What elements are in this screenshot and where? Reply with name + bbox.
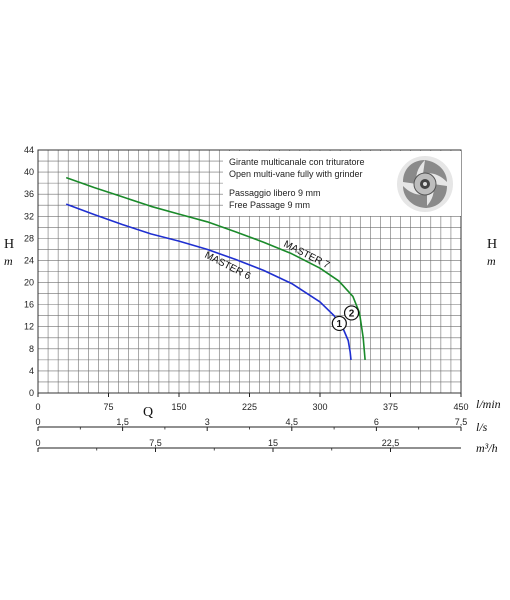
- curve-marker-2: 2: [343, 305, 360, 321]
- x-tick-label: 0: [35, 402, 40, 412]
- x-tick-label: 1,5: [116, 417, 129, 427]
- series-line-master-7: [65, 176, 366, 360]
- y-tick-label: 4: [29, 366, 34, 376]
- y-tick-label: 44: [24, 145, 34, 155]
- curve-marker-label: 1: [337, 319, 343, 330]
- y-axis-label-right: H: [487, 237, 497, 252]
- x-tick-label: 6: [374, 417, 379, 427]
- y-tick-label: 16: [24, 300, 34, 310]
- y-tick-label: 0: [29, 388, 34, 398]
- x-axes: 0 75 150 225 300 375 450 l/min 0 1,5 3 4,5 6 7,5 l/s 0 7…: [35, 393, 501, 455]
- x-axis-2: 0 7,5 15 22,5 m³/h: [35, 438, 497, 455]
- series-label-master-6: MASTER 6: [203, 250, 253, 283]
- y-axis-label-left: H: [4, 237, 14, 252]
- x-tick-label: 0: [35, 417, 40, 427]
- x-tick-label: 450: [453, 402, 468, 412]
- y-tick-label: 40: [24, 167, 34, 177]
- x-axis-0: 0 75 150 225 300 375 450 l/min: [35, 393, 501, 412]
- x-tick-label: 4,5: [286, 417, 299, 427]
- y-tick-label: 24: [24, 255, 34, 265]
- x-tick-label: 7,5: [149, 438, 162, 448]
- y-axis-unit-left: m: [4, 254, 13, 268]
- x-tick-label: 375: [383, 402, 398, 412]
- curves: [65, 176, 366, 360]
- x-tick-label: 75: [103, 402, 113, 412]
- x-tick-label: 15: [268, 438, 278, 448]
- y-axis-unit-right: m: [487, 254, 496, 268]
- info-line-4: Free Passage 9 mm: [229, 200, 310, 210]
- x-axis-unit-0: l/min: [476, 397, 501, 411]
- x-tick-label: 225: [242, 402, 257, 412]
- y-tick-label: 20: [24, 278, 34, 288]
- y-tick-label: 32: [24, 211, 34, 221]
- x-axis-label: Q: [143, 405, 153, 420]
- x-axis-1: 0 1,5 3 4,5 6 7,5 l/s: [35, 417, 487, 434]
- info-line-1: Girante multicanale con trituratore: [229, 157, 365, 167]
- x-tick-label: 7,5: [455, 417, 468, 427]
- curve-marker-1: 1: [331, 315, 347, 332]
- x-tick-label: 150: [171, 402, 186, 412]
- info-text: Girante multicanale con trituratore Open…: [229, 157, 365, 210]
- info-line-2: Open multi-vane fully with grinder: [229, 169, 363, 179]
- impeller-icon: [397, 156, 453, 212]
- series-label-master-7: MASTER 7: [282, 239, 332, 272]
- y-tick-label: 36: [24, 189, 34, 199]
- y-tick-labels: 0 4 8 12 16 20 24 28 32 36 40 44: [24, 145, 34, 398]
- x-axis-unit-2: m³/h: [476, 441, 498, 455]
- curve-marker-label: 2: [349, 308, 355, 319]
- x-tick-label: 3: [205, 417, 210, 427]
- info-line-3: Passaggio libero 9 mm: [229, 188, 321, 198]
- y-tick-label: 28: [24, 233, 34, 243]
- curve-markers: 12: [331, 305, 360, 332]
- series-line-master-6: [65, 203, 352, 360]
- x-tick-label: 0: [35, 438, 40, 448]
- x-axis-unit-1: l/s: [476, 420, 488, 434]
- x-tick-label: 300: [312, 402, 327, 412]
- x-tick-label: 22,5: [382, 438, 400, 448]
- y-tick-label: 12: [24, 322, 34, 332]
- y-tick-label: 8: [29, 344, 34, 354]
